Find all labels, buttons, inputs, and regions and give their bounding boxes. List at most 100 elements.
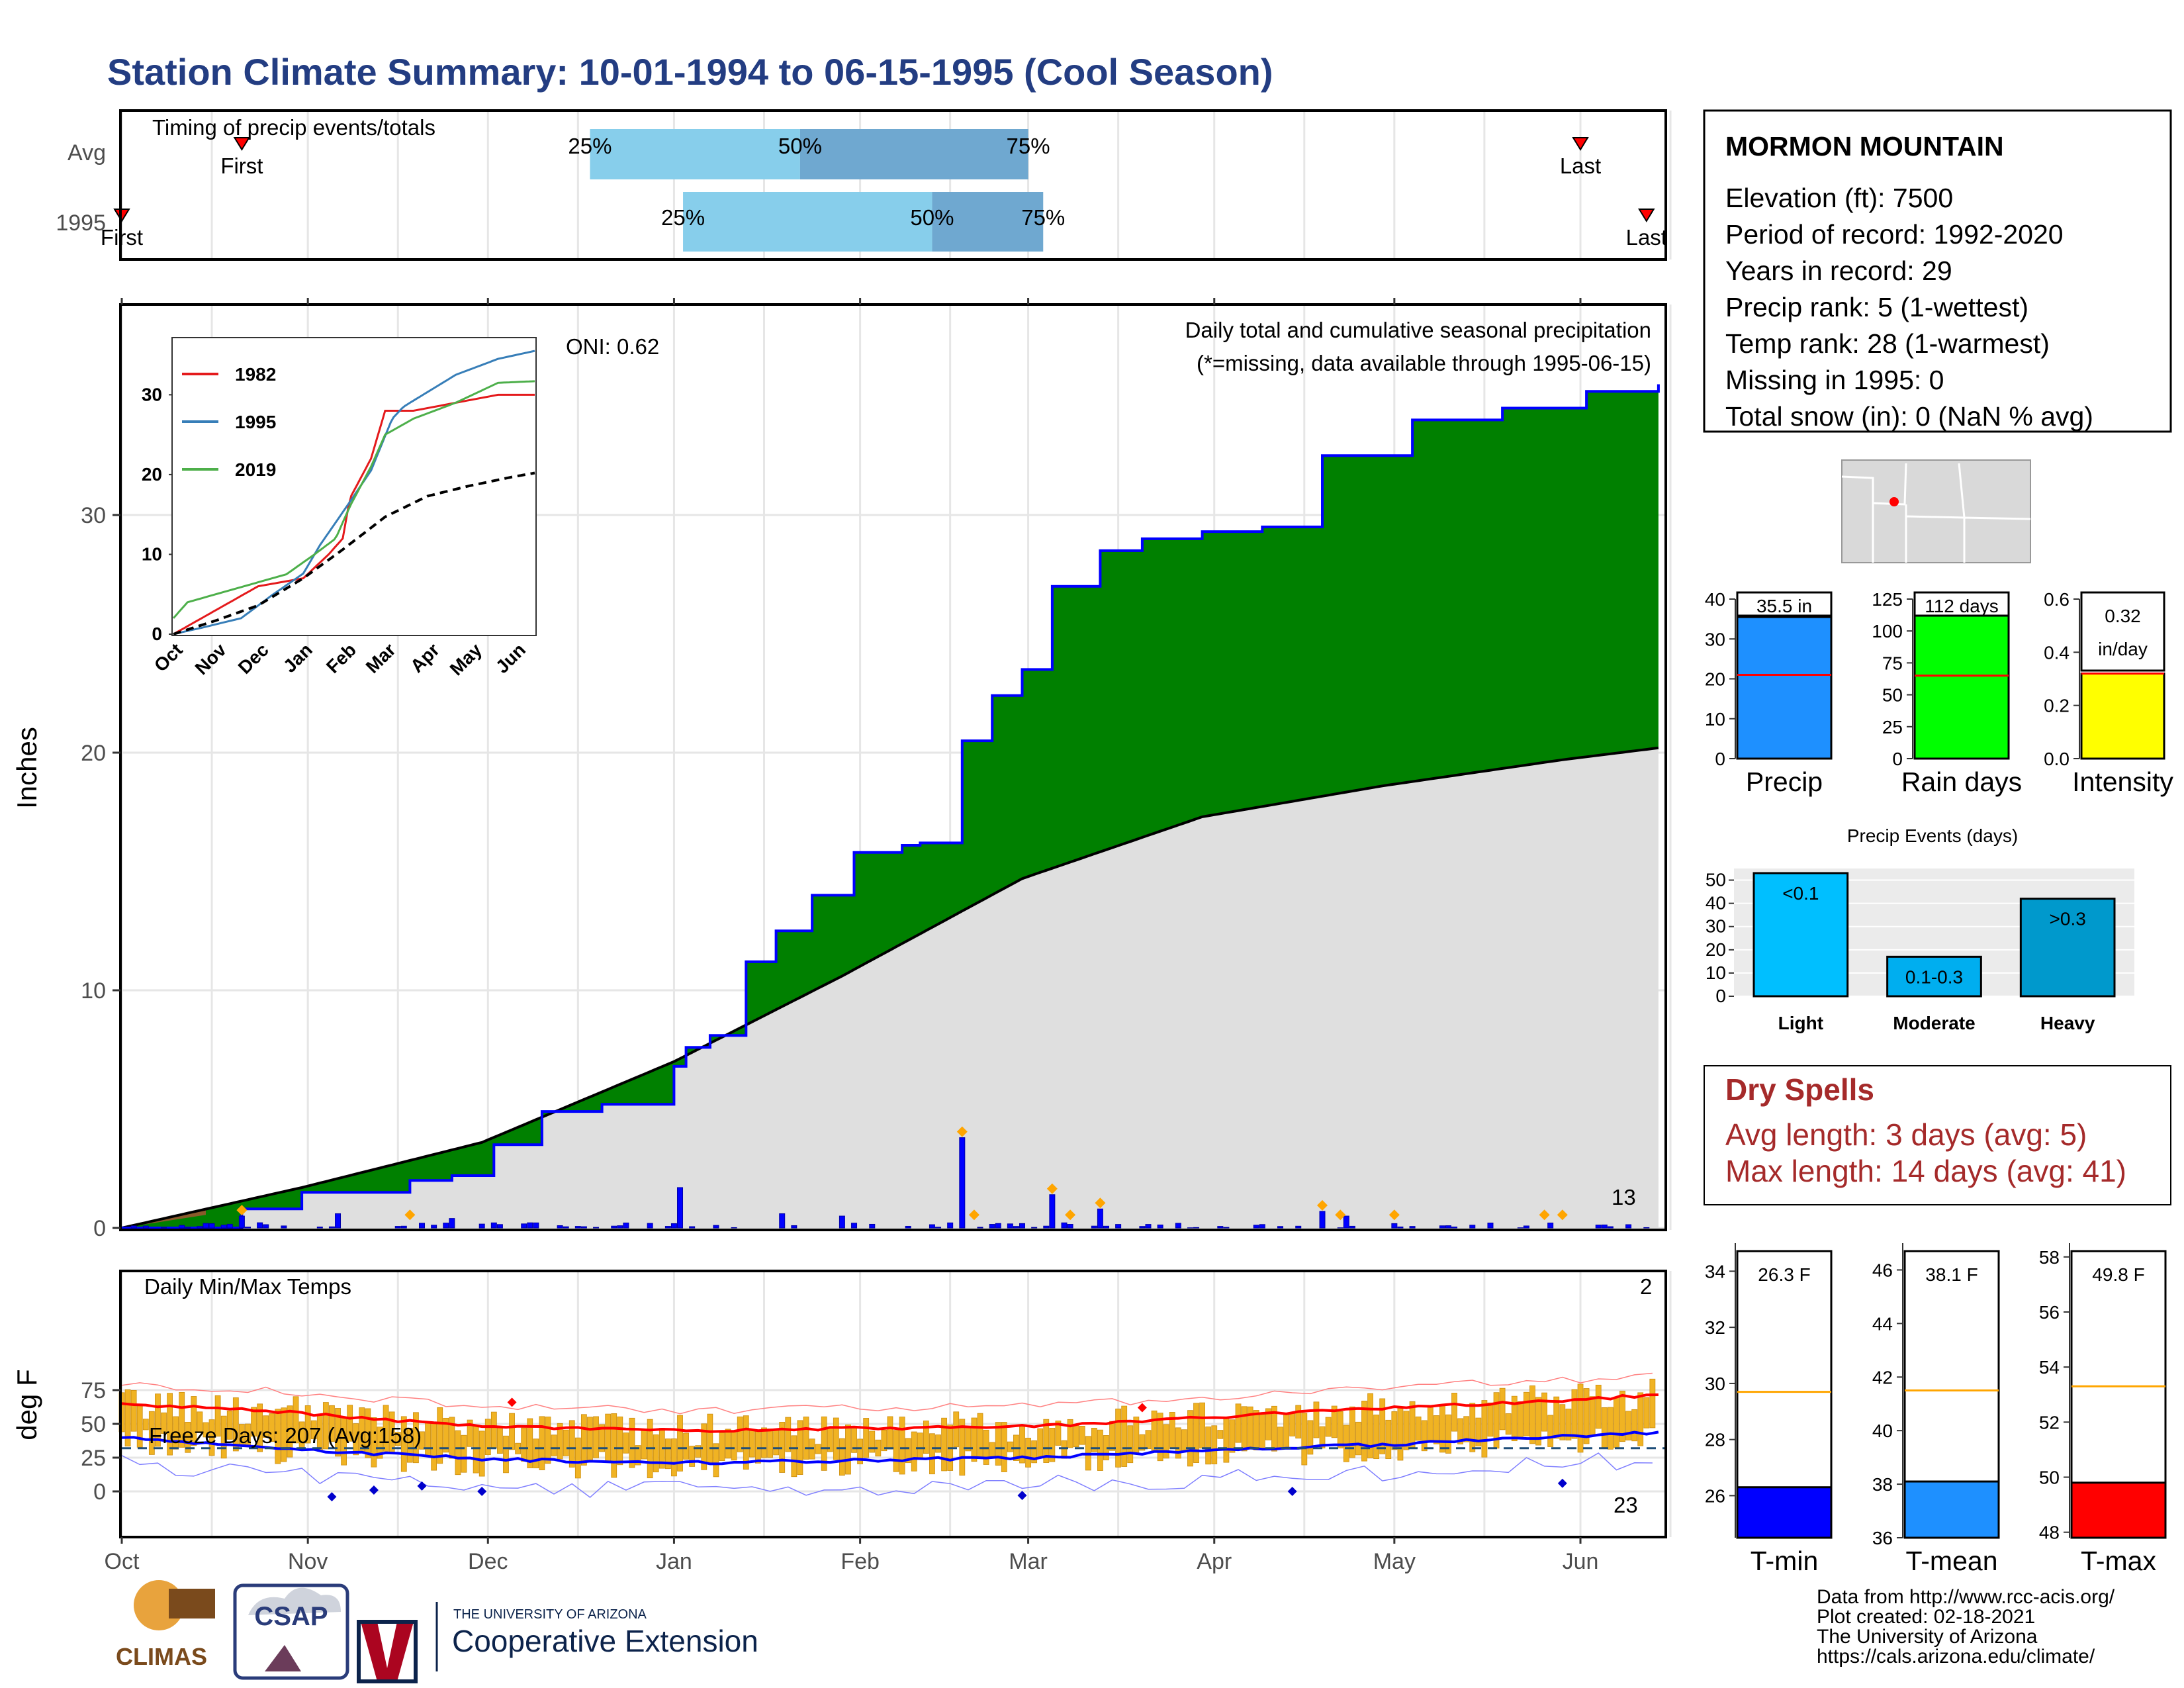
daily-precip-bar xyxy=(617,1225,623,1229)
daily-precip-bar xyxy=(208,1223,215,1229)
daily-temp-bar xyxy=(803,1417,809,1460)
summary-tick: 0 xyxy=(1715,749,1725,769)
daily-temp-bar xyxy=(1614,1397,1619,1448)
daily-temp-bar xyxy=(677,1415,683,1472)
temp-summary-tick: 48 xyxy=(2039,1523,2060,1543)
temp-summary-value: 26.3 F xyxy=(1758,1264,1810,1285)
daily-temp-bar xyxy=(1301,1413,1308,1466)
daily-temp-bar xyxy=(1517,1401,1524,1440)
temp-ytick: 75 xyxy=(81,1378,106,1403)
temp-summary-bar-t-min xyxy=(1736,1486,1833,1539)
daily-temp-bar xyxy=(1115,1408,1122,1468)
daily-temp-bar xyxy=(1565,1409,1572,1440)
daily-temp-bar xyxy=(1187,1410,1193,1467)
hot-count-label: 2 xyxy=(1640,1274,1652,1299)
daily-temp-bar xyxy=(1433,1415,1439,1444)
hot-marker xyxy=(1137,1403,1147,1413)
events-bar-moderate xyxy=(1886,955,1982,998)
daily-precip-bar xyxy=(1193,1227,1200,1229)
daily-temp-bar xyxy=(1511,1395,1518,1442)
daily-precip-bar xyxy=(335,1213,341,1229)
daily-temp-bar xyxy=(1151,1410,1158,1452)
daily-precip-bar xyxy=(1157,1224,1163,1229)
summary-value-box xyxy=(1736,591,1833,617)
daily-temp-bar xyxy=(1361,1401,1367,1462)
daily-temp-bar xyxy=(605,1413,612,1462)
daily-precip-bar xyxy=(1013,1226,1019,1229)
summary-tick: 10 xyxy=(1705,709,1725,729)
daily-temp-bar xyxy=(557,1423,563,1460)
info-missing: Missing in 1995: 0 xyxy=(1725,365,1944,395)
daily-temp-bar xyxy=(1175,1427,1181,1459)
snow-marker xyxy=(1388,1209,1400,1221)
daily-temp-bar xyxy=(461,1434,467,1473)
daily-precip-bar xyxy=(533,1222,539,1229)
temp-summary-name: T-max xyxy=(2081,1546,2156,1576)
daily-precip-bar xyxy=(1061,1222,1068,1229)
daily-temp-bar xyxy=(220,1415,227,1459)
daily-temp-bar xyxy=(413,1412,419,1464)
daily-temp-bar xyxy=(1271,1405,1277,1452)
daily-precip-bar xyxy=(478,1223,485,1229)
daily-temp-bar xyxy=(701,1423,707,1470)
precip-ytick: 0 xyxy=(93,1216,106,1241)
month-label-Apr: Apr xyxy=(1197,1549,1232,1574)
daily-temp-bar xyxy=(1241,1406,1248,1452)
daily-temp-bar xyxy=(455,1430,461,1476)
daily-temp-bar xyxy=(1283,1414,1289,1450)
summary-value-label: 35.5 in xyxy=(1756,596,1812,616)
page-title: Station Climate Summary: 10-01-1994 to 0… xyxy=(107,51,1273,93)
daily-temp-bar xyxy=(1253,1410,1259,1450)
temp-summary-tick: 38 xyxy=(1872,1474,1893,1495)
daily-precip-bar xyxy=(791,1225,797,1229)
daily-temp-bar xyxy=(899,1417,905,1475)
daily-precip-bar xyxy=(263,1224,269,1229)
daily-temp-bar xyxy=(467,1419,473,1447)
daily-precip-bar xyxy=(142,1225,149,1229)
daily-temp-bar xyxy=(1313,1401,1320,1438)
daily-temp-bar xyxy=(353,1423,359,1456)
timing-bar-25-50 xyxy=(683,192,933,252)
daily-temp-bar xyxy=(1277,1427,1283,1450)
last-label: Last xyxy=(1626,225,1667,250)
daily-temp-bar xyxy=(197,1411,203,1432)
credit-plot-date: Plot created: 02-18-2021 xyxy=(1817,1606,2035,1628)
temp-summary-tick: 58 xyxy=(2039,1247,2060,1268)
daily-precip-bar xyxy=(1601,1224,1608,1229)
daily-temp-bar xyxy=(761,1427,767,1458)
daily-temp-bar xyxy=(887,1416,893,1450)
csap-text: CSAP xyxy=(254,1602,328,1631)
month-label-Jun: Jun xyxy=(1563,1549,1599,1574)
inset-ytick: 10 xyxy=(142,543,162,564)
daily-temp-bar xyxy=(1553,1396,1560,1439)
daily-temp-bar xyxy=(574,1437,581,1479)
daily-temp-bar xyxy=(989,1442,995,1457)
summary-tick: 0.0 xyxy=(2044,749,2070,769)
daily-temp-bar xyxy=(521,1427,527,1462)
snow-marker xyxy=(404,1209,416,1221)
inset-line-1995 xyxy=(173,350,535,635)
precip-header: Daily total and cumulative seasonal prec… xyxy=(1185,318,1651,342)
daily-precip-bar xyxy=(935,1227,942,1229)
daily-temp-bar xyxy=(329,1405,335,1442)
daily-precip-bar xyxy=(1445,1225,1451,1229)
daily-temp-bar xyxy=(917,1432,923,1459)
summary-tick: 0 xyxy=(1892,749,1903,769)
daily-temp-bar xyxy=(1235,1403,1242,1443)
record-min-line xyxy=(121,1452,1653,1498)
daily-precip-bar xyxy=(316,1227,323,1229)
ua-extension: Cooperative Extension xyxy=(452,1624,758,1658)
summary-value-box xyxy=(2080,591,2165,672)
daily-precip-bar xyxy=(869,1223,876,1229)
summary-tick: 30 xyxy=(1705,629,1725,649)
daily-temp-bar xyxy=(1289,1413,1296,1436)
daily-temp-bar xyxy=(269,1413,275,1442)
timing-bar-50-75 xyxy=(932,192,1044,252)
summary-value-label: 112 days xyxy=(1925,596,1999,616)
cold-marker xyxy=(477,1487,487,1496)
daily-precip-bar xyxy=(226,1223,233,1229)
daily-temp-bar xyxy=(689,1446,696,1467)
inset-line-1982 xyxy=(173,393,535,635)
daily-temp-bar xyxy=(1193,1403,1199,1463)
info-precip-rank: Precip rank: 5 (1-wettest) xyxy=(1725,292,2028,322)
